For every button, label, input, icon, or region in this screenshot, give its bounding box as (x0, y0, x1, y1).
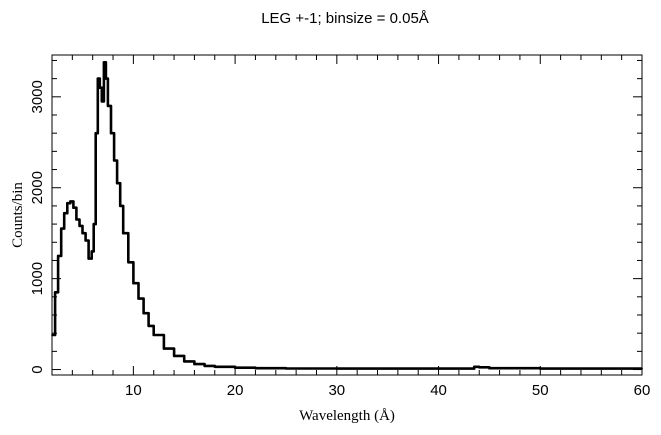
y-tick-label: 2000 (29, 171, 46, 204)
axis-tick-labels: 10 20 30 40 50 60 0 1000 2000 3000 (29, 80, 650, 399)
data-point (60, 227, 63, 230)
data-point (468, 367, 470, 370)
x-tick-label: 50 (532, 382, 549, 399)
y-tick-label: 1000 (29, 262, 46, 295)
plot-frame (51, 54, 643, 376)
series-layer (51, 61, 643, 370)
data-point (335, 367, 338, 370)
data-point (66, 202, 69, 205)
data-point (94, 132, 97, 135)
data-point (437, 367, 440, 370)
x-tick-label: 10 (125, 382, 142, 399)
data-point (488, 367, 491, 370)
x-tick-label: 40 (430, 382, 447, 399)
y-axis-label: Counts/bin (10, 182, 26, 248)
data-point (63, 212, 66, 215)
data-point (122, 232, 125, 235)
data-point (81, 232, 84, 235)
data-point (107, 105, 109, 107)
data-point (142, 312, 145, 315)
data-point (173, 355, 175, 357)
data-point (113, 159, 115, 162)
data-point (96, 77, 99, 80)
data-point (234, 366, 237, 369)
y-tick-label: 0 (29, 365, 46, 373)
data-point (203, 365, 206, 367)
data-point (90, 250, 93, 253)
data-point (102, 61, 105, 64)
data-point (51, 334, 53, 336)
axis-ticks (51, 55, 643, 375)
data-point (147, 325, 150, 327)
x-tick-label: 60 (634, 382, 651, 399)
data-point (110, 132, 112, 135)
data-point (285, 367, 287, 370)
data-point (590, 367, 593, 370)
data-point (473, 365, 476, 368)
data-point (57, 255, 60, 257)
data-point (213, 365, 216, 368)
data-point (105, 77, 107, 80)
data-point (100, 100, 103, 103)
data-point (98, 86, 101, 89)
data-point (69, 200, 72, 203)
data-point (539, 367, 542, 370)
data-point (478, 366, 481, 369)
data-point (54, 291, 56, 294)
chart-title: LEG +-1; binsize = 0.05Å (261, 10, 429, 27)
data-point (78, 225, 81, 227)
data-point (137, 297, 140, 300)
x-tick-label: 20 (227, 382, 244, 399)
data-point (75, 218, 78, 221)
data-point (127, 261, 130, 264)
data-point (72, 206, 75, 209)
data-point (92, 223, 95, 225)
x-axis-label: Wavelength (Å) (299, 408, 395, 424)
data-point (119, 205, 122, 207)
y-tick-label: 3000 (29, 80, 46, 113)
data-point (116, 182, 119, 185)
data-point (162, 347, 165, 350)
data-point (132, 282, 135, 285)
x-tick-label: 30 (328, 382, 345, 399)
series-line-0 (52, 61, 642, 370)
data-point (84, 239, 87, 242)
data-point (193, 363, 196, 365)
data-point (87, 257, 90, 260)
data-point (386, 367, 389, 370)
data-point (254, 367, 257, 370)
data-point (183, 360, 186, 363)
data-point (152, 334, 155, 336)
data-point (641, 367, 643, 370)
